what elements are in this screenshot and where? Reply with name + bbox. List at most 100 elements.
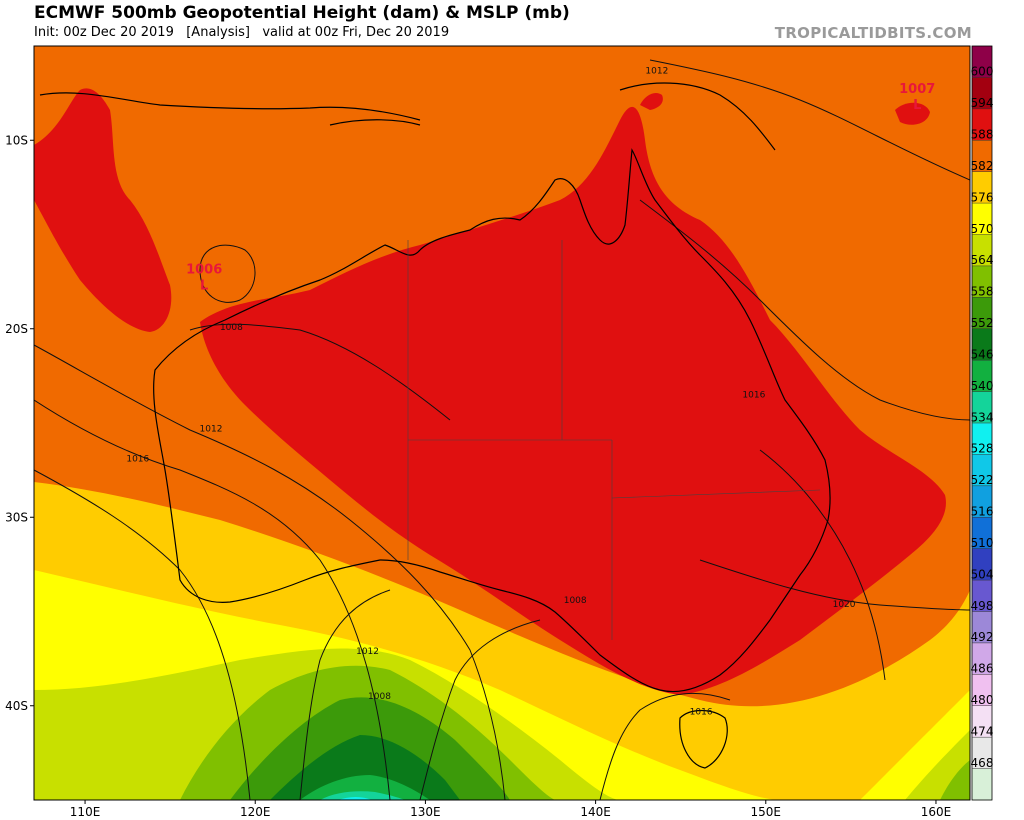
colorbar-label: 546 [971,347,994,361]
lon-label: 130E [410,805,441,819]
colorbar-label: 600 [971,65,994,79]
colorbar-label: 582 [971,159,994,173]
colorbar-swatch [972,234,992,267]
png-coast [619,82,776,151]
axis-layer: 10S 20S 30S 40S 110E 120E 130E 140E 150E 160E [5,133,951,819]
low-pressure-value: 1006 [186,263,222,278]
lon-label: 120E [240,805,271,819]
tasmania-coast [679,709,728,769]
colorbar-swatch [972,737,992,770]
colorbar-swatch [972,328,992,361]
isobar-label: 1008 [220,323,243,333]
colorbar-label: 516 [971,505,994,519]
colorbar-label: 552 [971,316,994,330]
colorbar-swatch [972,77,992,110]
colorbar-swatch [972,611,992,644]
isobar-label: 1008 [368,692,391,702]
border-nsw-qld [611,489,821,499]
brand-watermark: TROPICALTIDBITS.COM [774,24,972,42]
isobar-label: 1012 [356,647,379,657]
band-588-main [200,106,946,695]
colorbar-swatch [972,140,992,173]
colorbar-label: 594 [971,96,994,110]
lon-label: 150E [751,805,782,819]
band-594-ne [895,102,930,125]
colorbar-swatch [972,423,992,455]
isobar-tasman [759,449,886,681]
colorbar-label: 480 [971,693,994,707]
isobar-label: 1020 [833,600,856,610]
colorbar-label: 528 [971,442,994,456]
colorbar-label: 576 [971,190,994,204]
band-546 [270,735,460,800]
chart-subtitle: Init: 00z Dec 20 2019 [Analysis] valid a… [34,25,450,40]
isobar-label: 1016 [126,455,149,465]
isobar-1016-west [34,399,391,800]
isobar-label: 1016 [690,707,713,717]
band-540 [300,775,430,800]
colorbar-swatch [972,642,992,675]
state-borders [407,240,821,640]
colorbar-label: 534 [971,410,994,424]
colorbar-label: 486 [971,662,994,676]
band-528 [338,797,372,800]
colorbar-swatch [972,580,992,612]
isobar-1008-west [189,323,451,421]
chart-title: ECMWF 500mb Geopotential Height (dam) & … [34,3,570,23]
isobar-1016-east [639,199,970,421]
lon-label: 160E [921,805,952,819]
isobar-label: 1012 [200,425,223,435]
colorbar-label: 474 [971,724,994,738]
colorbar-swatch [972,454,992,487]
timor-coast [329,119,421,126]
isobar-1020-west [34,469,251,800]
isobar-south-3 [299,589,391,800]
isobar-south-2 [599,692,731,800]
lat-label: 10S [5,133,28,147]
colorbar-swatch [972,391,992,424]
isobar-label: 1016 [742,391,765,401]
colorbar-label: 558 [971,285,994,299]
low-symbol: L [913,98,921,113]
band-558-east [940,760,970,800]
lon-label: 110E [70,805,101,819]
isobar-label: 1012 [645,66,668,76]
lat-label: 30S [5,510,28,524]
low-pressure-value: 1007 [899,82,935,97]
colorbar-swatch [972,297,992,330]
colorbar-swatch [972,705,992,738]
map-frame [33,45,971,801]
isobar-1012-west [34,344,506,800]
colorbar-label: 564 [971,253,994,267]
isobar-1012-north [649,59,970,181]
low-symbol: L [200,279,208,294]
indonesia-coast [39,92,421,121]
colorbar-swatch [972,674,992,707]
colorbar-swatch [972,360,992,393]
lon-label: 140E [580,805,611,819]
colorbar-swatch [972,768,992,801]
lat-label: 20S [5,322,28,336]
australia-coast [153,148,831,693]
colorbar-label: 570 [971,222,994,236]
colorbar-swatch [972,517,992,550]
colorbar-label: 498 [971,599,994,613]
isobar-1020-east [699,559,970,611]
band-588-png [640,93,663,110]
coastline-layer [39,82,831,769]
colorbar-label: 522 [971,473,994,487]
band-534 [320,791,405,800]
colorbar-label: 588 [971,128,994,142]
colorbar-label: 492 [971,630,994,644]
band-588-west [34,88,172,332]
isobar-south-1 [419,619,541,800]
colorbar-label: 540 [971,379,994,393]
colorbar-label: 510 [971,536,994,550]
colorbar-swatch [972,108,992,141]
colorbar-label: 504 [971,567,994,581]
lat-label: 40S [5,699,28,713]
colorbar-label: 468 [971,756,994,770]
isobar-label-layer: 1012 1008 1012 1016 1016 1008 1020 1012 1008 1016 [126,66,856,717]
